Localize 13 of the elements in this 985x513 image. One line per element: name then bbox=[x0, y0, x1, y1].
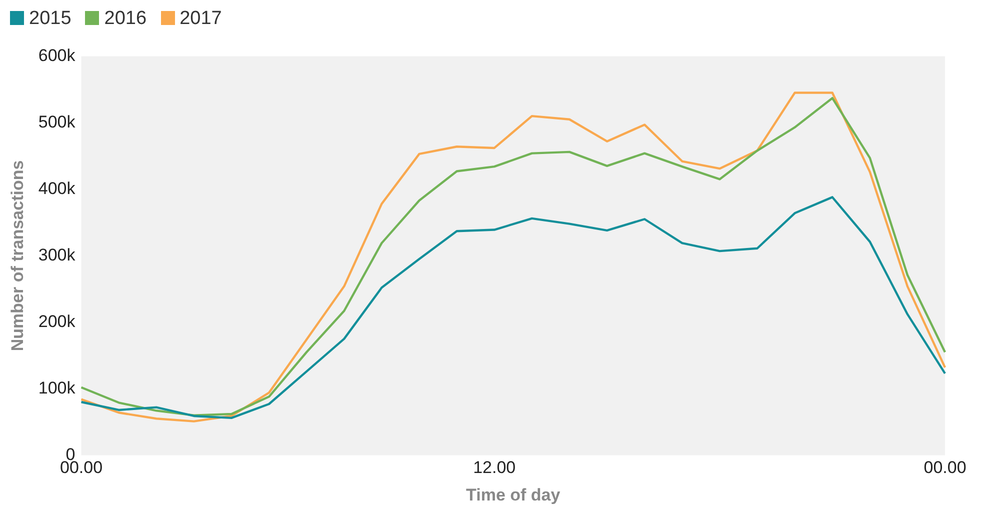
x-tick-label: 00.00 bbox=[924, 458, 966, 478]
y-tick-label: 600k bbox=[38, 46, 76, 65]
legend-label: 2016 bbox=[103, 8, 147, 30]
x-tick-label: 12.00 bbox=[473, 458, 516, 478]
x-axis-title: Time of day bbox=[466, 485, 561, 504]
legend-label: 2017 bbox=[178, 8, 222, 30]
y-tick-label: 500k bbox=[38, 112, 76, 132]
y-tick-label: 400k bbox=[38, 178, 76, 198]
legend-label: 2015 bbox=[28, 8, 72, 30]
y-axis-title: Number of transactions bbox=[8, 160, 27, 352]
y-tick-label: 100k bbox=[38, 378, 76, 398]
y-tick-label: 200k bbox=[38, 312, 76, 331]
y-tick-label: 300k bbox=[38, 245, 76, 264]
